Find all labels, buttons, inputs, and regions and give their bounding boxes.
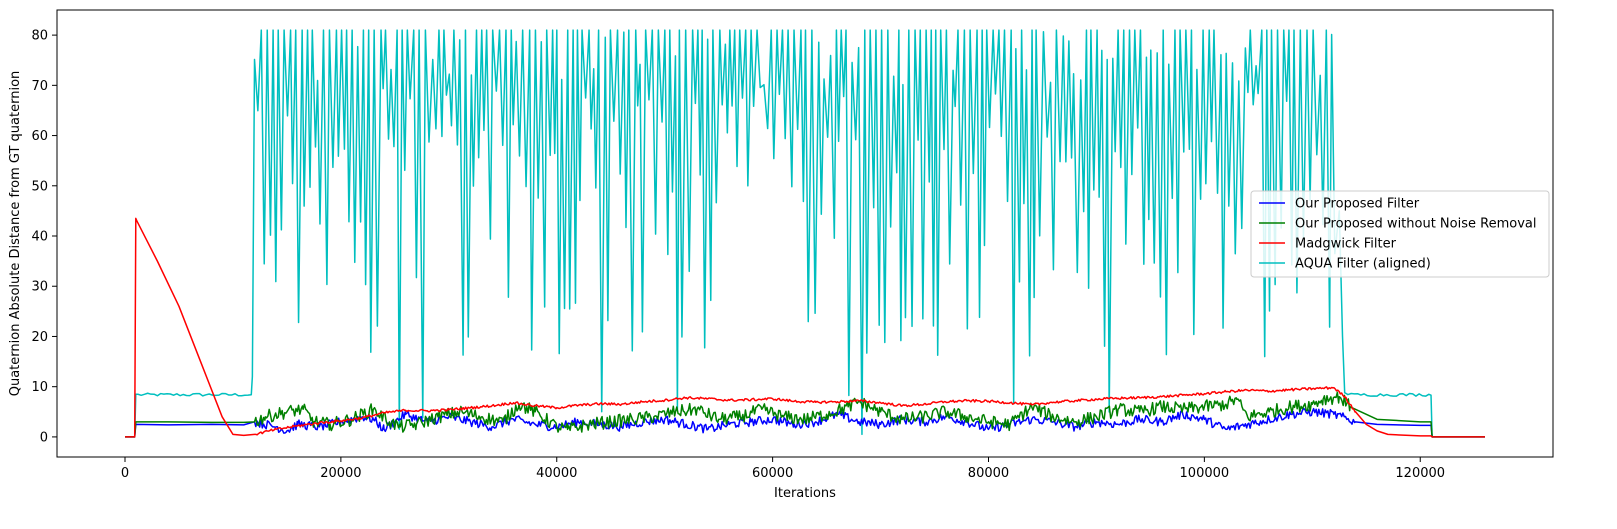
x-tick-label: 40000 bbox=[536, 466, 577, 481]
legend-label: Our Proposed Filter bbox=[1295, 197, 1420, 212]
y-tick-label: 20 bbox=[31, 330, 48, 345]
series-layer bbox=[125, 29, 1485, 438]
series-line-our-proposed-without-noise-removal bbox=[125, 391, 1485, 438]
legend-label: Madgwick Filter bbox=[1295, 237, 1397, 252]
y-tick-label: 70 bbox=[31, 79, 48, 94]
axes-spines bbox=[56, 9, 1554, 458]
legend-label: AQUA Filter (aligned) bbox=[1295, 257, 1431, 272]
y-tick-label: 0 bbox=[40, 430, 48, 445]
x-axis-title: Iterations bbox=[774, 486, 836, 501]
series-line-aqua-filter-aligned bbox=[125, 29, 1485, 438]
x-tick-label: 0 bbox=[121, 466, 129, 481]
x-tick-label: 80000 bbox=[968, 466, 1009, 481]
y-tick-label: 80 bbox=[31, 29, 48, 44]
x-tick-label: 20000 bbox=[320, 466, 361, 481]
series-line-madgwick-filter bbox=[125, 217, 1485, 438]
y-tick-label: 10 bbox=[31, 380, 48, 395]
y-axis-title: Quaternion Absolute Distance from GT qua… bbox=[8, 71, 23, 397]
x-tick-label: 100000 bbox=[1180, 466, 1230, 481]
y-tick-label: 60 bbox=[31, 129, 48, 144]
legend: Our Proposed Filter Our Proposed without … bbox=[1250, 190, 1550, 278]
y-tick-label: 30 bbox=[31, 280, 48, 295]
x-tick-label: 60000 bbox=[752, 466, 793, 481]
y-tick-label: 50 bbox=[31, 179, 48, 194]
legend-label: Our Proposed without Noise Removal bbox=[1295, 217, 1536, 232]
x-tick-label: 120000 bbox=[1395, 466, 1445, 481]
legend-box bbox=[1250, 190, 1550, 278]
axes-layer: 0 20000 40000 60000 80000 100000 120000 0 10 20 30… bbox=[31, 9, 1554, 481]
y-tick-label: 40 bbox=[31, 230, 48, 245]
